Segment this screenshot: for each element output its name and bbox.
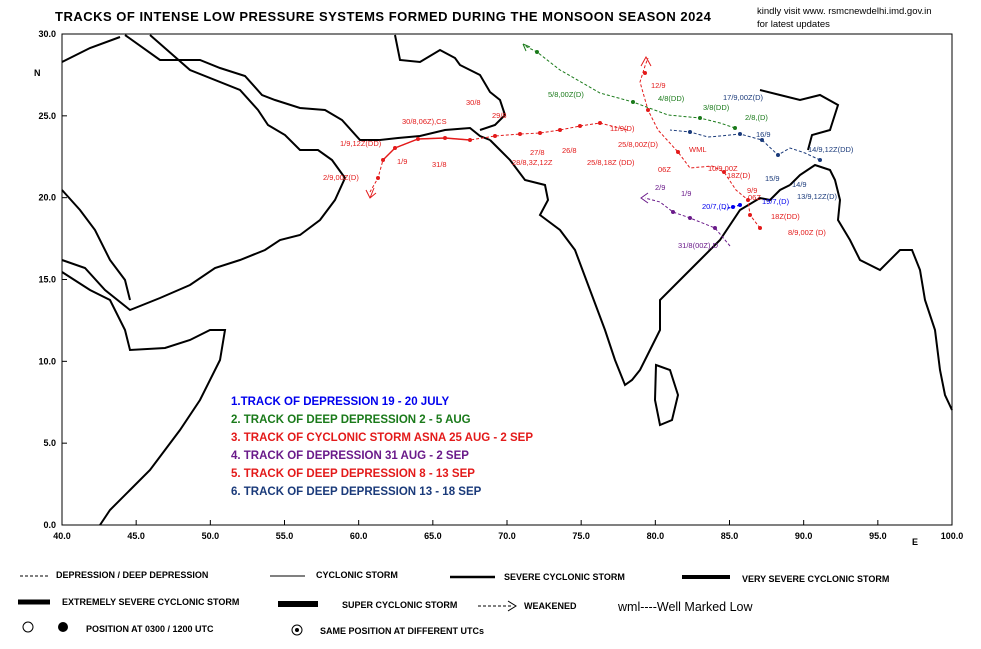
x-tick-label: 45.0 xyxy=(127,531,145,541)
website-note-line1: kindly visit www. rsmcnewdelhi.imd.gov.i… xyxy=(757,6,932,17)
y-tick-label: 20.0 xyxy=(38,193,56,203)
label-t3-e: 30/8,06Z),CS xyxy=(402,117,447,126)
label-t2-e: 17/9,00Z(D) xyxy=(723,93,764,102)
key-cyclonic: CYCLONIC STORM xyxy=(316,570,398,580)
label-t2-b: 4/8(DD) xyxy=(658,94,685,103)
y-tick-label: 0.0 xyxy=(43,520,56,530)
legend-track-6: 6. TRACK OF DEEP DEPRESSION 13 - 18 SEP xyxy=(231,486,482,498)
x-tick-label: 40.0 xyxy=(53,531,71,541)
y-tick-label: 10.0 xyxy=(38,356,56,366)
legend-track-4: 4. TRACK OF DEPRESSION 31 AUG - 2 SEP xyxy=(231,450,469,462)
tracks xyxy=(365,43,822,247)
x-tick-label: 65.0 xyxy=(424,531,442,541)
label-t3-a: 1/9,12Z(DD) xyxy=(340,139,382,148)
label-t5-h: 18Z(DD) xyxy=(771,212,800,221)
map-title: TRACKS OF INTENSE LOW PRESSURE SYSTEMS F… xyxy=(55,9,712,24)
label-t3-c: 1/9 xyxy=(397,157,407,166)
label-t5-d: 10/9,00Z xyxy=(708,164,738,173)
label-t2-c: 3/8(DD) xyxy=(703,103,730,112)
label-t6-b: 15/9 xyxy=(765,174,780,183)
label-t1-b: 19/7,(D) xyxy=(762,197,790,206)
label-t4-a: 2/9 xyxy=(655,183,665,192)
label-t6-a: 16/9 xyxy=(756,130,771,139)
key-wml: wml----Well Marked Low xyxy=(617,600,753,614)
x-tick-label: 60.0 xyxy=(350,531,368,541)
key-super: SUPER CYCLONIC STORM xyxy=(342,600,457,610)
axis-ticks: 40.0 45.0 50.0 55.0 60.0 65.0 70.0 75.0 80.0 85.0… xyxy=(34,29,963,547)
key-depression: DEPRESSION / DEEP DEPRESSION xyxy=(56,570,208,580)
website-note: kindly visit www. rsmcnewdelhi.imd.gov.i… xyxy=(757,5,932,31)
label-t3-i: 28/8,3Z,12Z xyxy=(512,158,553,167)
y-tick-label: 5.0 xyxy=(43,438,56,448)
label-t6-c: 14/9 xyxy=(792,180,807,189)
key-severe: SEVERE CYCLONIC STORM xyxy=(504,572,625,582)
label-t5-e: 18Z(D) xyxy=(727,171,751,180)
key-weakened: WEAKENED xyxy=(524,601,577,611)
label-t3-b: 2/9,00Z(D) xyxy=(323,173,359,182)
track-aug31 xyxy=(644,197,731,247)
key-position: POSITION AT 0300 / 1200 UTC xyxy=(86,624,214,634)
label-t3-l: 25/8,00Z(D) xyxy=(618,140,659,149)
label-t3-f: 30/8 xyxy=(466,98,481,107)
label-t3-d: 31/8 xyxy=(432,160,447,169)
label-t5-b: WML xyxy=(689,145,707,154)
label-t5-g: 06Z xyxy=(748,193,761,202)
label-t5-f: 9/9 xyxy=(747,186,757,195)
label-t3-j: 26/8 xyxy=(562,146,577,155)
label-t3-k: 25/8,18Z (DD) xyxy=(587,158,635,167)
x-tick-label: 55.0 xyxy=(276,531,294,541)
label-t5-i: 8/9,00Z (D) xyxy=(788,228,826,237)
y-tick-label: 30.0 xyxy=(38,29,56,39)
x-tick-label: 95.0 xyxy=(869,531,887,541)
track-labels: 20/7,(D) 19/7,(D) 5/8,00Z(D) 4/8(DD) 3/8… xyxy=(323,81,854,250)
label-t3-m: 11/9(D) xyxy=(610,124,635,133)
label-t2-a: 5/8,00Z(D) xyxy=(548,90,584,99)
label-t1-a: 20/7,(D) xyxy=(702,202,730,211)
plot-frame xyxy=(61,33,953,526)
x-tick-label: 50.0 xyxy=(202,531,220,541)
x-tick-label: 75.0 xyxy=(572,531,590,541)
key-same-position: SAME POSITION AT DIFFERENT UTCs xyxy=(320,626,484,636)
symbol-key: DEPRESSION / DEEP DEPRESSION CYCLONIC ST… xyxy=(18,570,889,636)
label-t3-g: 29/8 xyxy=(492,111,507,120)
label-t4-c: 31/8(00Z),D xyxy=(678,241,719,250)
key-very-severe: VERY SEVERE CYCLONIC STORM xyxy=(742,574,889,584)
x-unit-label: E xyxy=(912,537,918,547)
legend-track-5: 5. TRACK OF DEEP DEPRESSION 8 - 13 SEP xyxy=(231,468,475,480)
x-tick-label: 90.0 xyxy=(795,531,813,541)
y-tick-label: 15.0 xyxy=(38,275,56,285)
track-sep13 xyxy=(669,129,821,161)
legend-track-2: 2. TRACK OF DEEP DEPRESSION 2 - 5 AUG xyxy=(231,414,471,426)
x-tick-label: 100.0 xyxy=(941,531,964,541)
track-aug xyxy=(524,45,736,129)
key-extremely-severe: EXTREMELY SEVERE CYCLONIC STORM xyxy=(62,597,239,607)
tracks-legend: 1.TRACK OF DEPRESSION 19 - 20 JULY 2. TR… xyxy=(231,396,533,498)
label-t5-c: 06Z xyxy=(658,165,671,174)
label-t5-a: 12/9 xyxy=(651,81,666,90)
legend-track-1: 1.TRACK OF DEPRESSION 19 - 20 JULY xyxy=(231,396,449,408)
label-t3-h: 27/8 xyxy=(530,148,545,157)
coastlines xyxy=(61,34,953,526)
website-note-line2: for latest updates xyxy=(757,19,830,30)
label-t6-e: 13/9,12Z(D) xyxy=(797,192,838,201)
y-tick-label: 25.0 xyxy=(38,111,56,121)
x-tick-label: 85.0 xyxy=(721,531,739,541)
x-tick-label: 70.0 xyxy=(498,531,516,541)
legend-track-3: 3. TRACK OF CYCLONIC STORM ASNA 25 AUG -… xyxy=(231,432,533,444)
x-tick-label: 80.0 xyxy=(647,531,665,541)
label-t2-d: 2/8,(D) xyxy=(745,113,768,122)
label-t4-b: 1/9 xyxy=(681,189,691,198)
label-t6-d: 14/9,12Z(DD) xyxy=(808,145,854,154)
y-unit-label: N xyxy=(34,68,41,78)
